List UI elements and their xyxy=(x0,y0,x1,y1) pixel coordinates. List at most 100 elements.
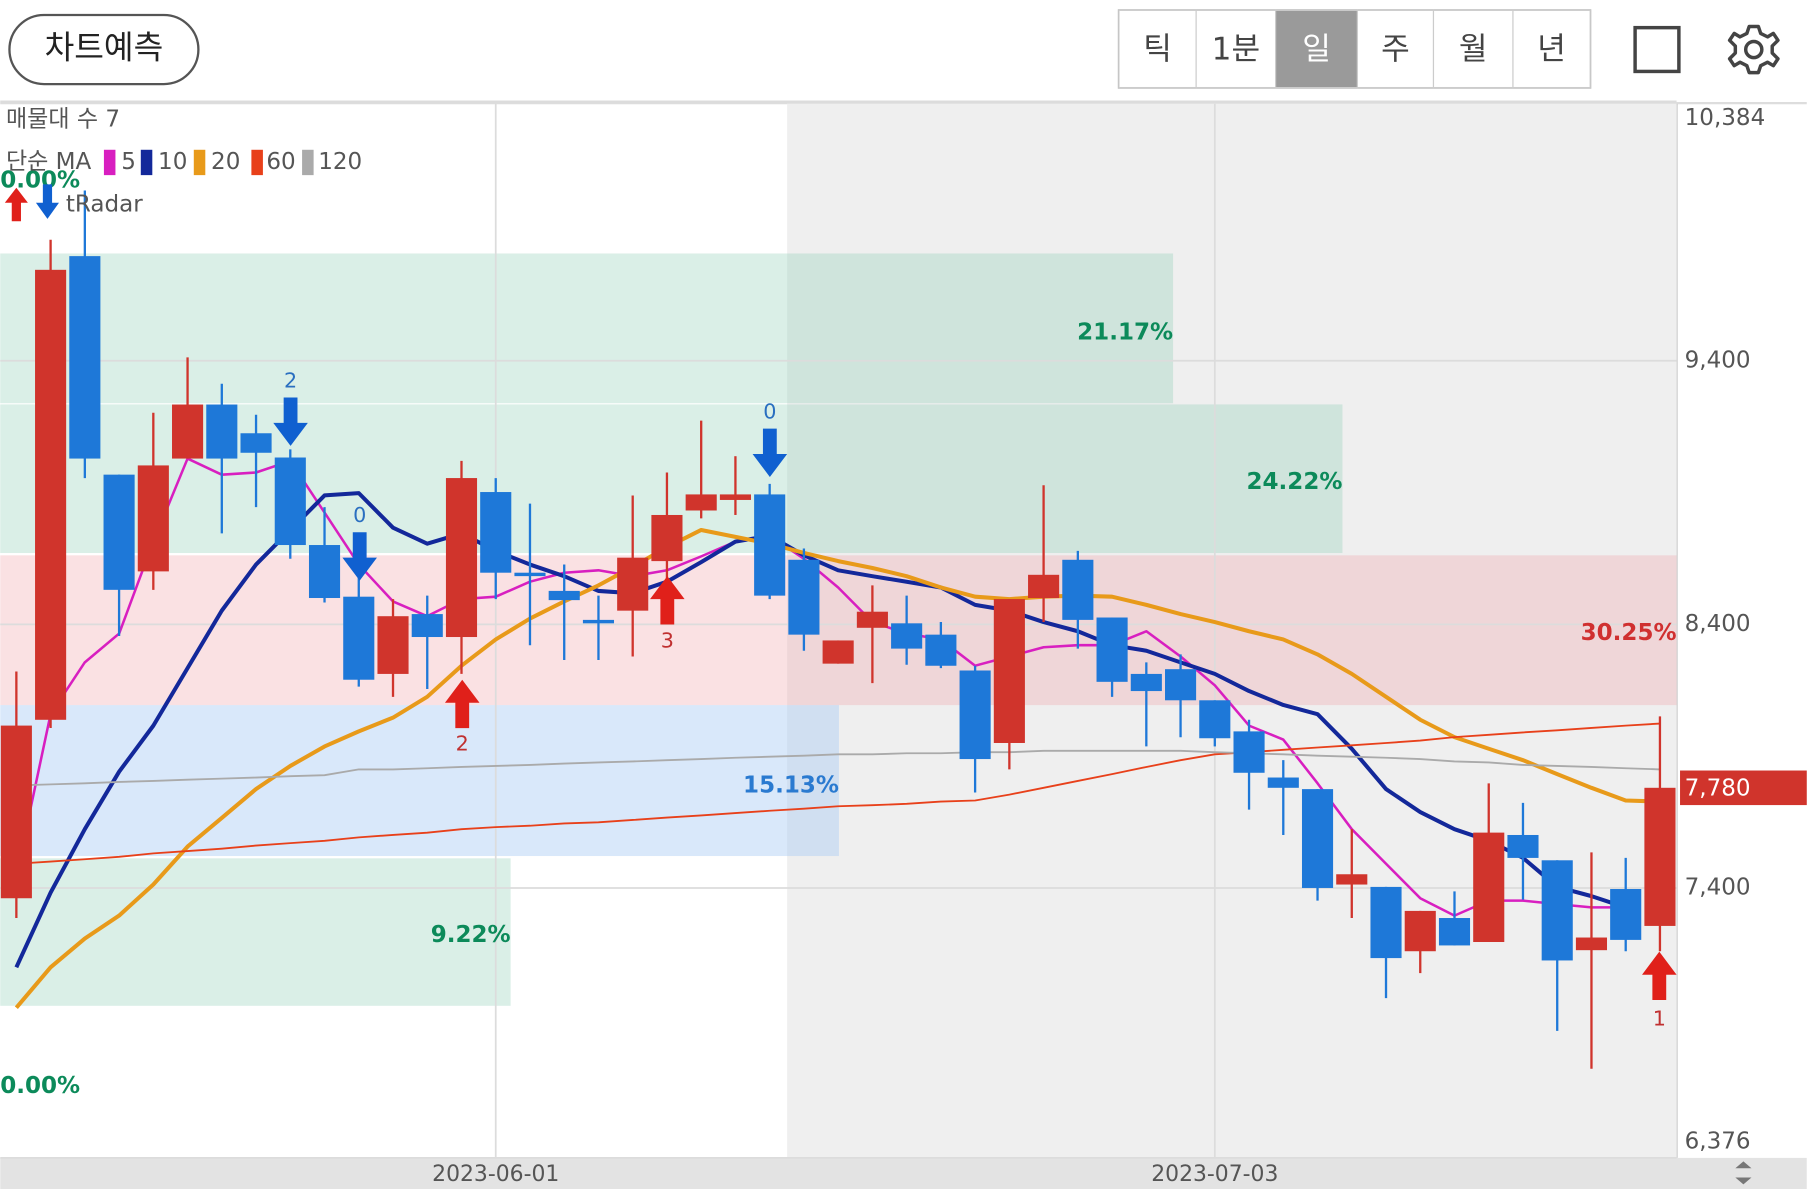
tabs: 틱 1분 일 주 월 년 xyxy=(1118,9,1591,89)
tab-label[interactable]: 년 xyxy=(1537,32,1566,68)
current-price-box xyxy=(1680,770,1807,806)
settings-icon[interactable] xyxy=(1727,24,1780,75)
overlay: 0.00% 21.17% 24.22% 30.25% 15.13% 9.22% 0.00% 1… xyxy=(0,105,1807,1187)
signal-arrow xyxy=(444,679,480,729)
candle-body xyxy=(1507,834,1539,858)
tab[interactable] xyxy=(1512,9,1591,89)
candle-body xyxy=(993,599,1025,743)
legend-swatch xyxy=(302,149,314,176)
candle-body xyxy=(1336,874,1368,885)
candle-body xyxy=(445,478,478,638)
candle-body xyxy=(240,433,272,453)
tab-label[interactable]: 주 xyxy=(1381,32,1410,68)
tab[interactable] xyxy=(1275,9,1359,89)
signal-label: 0 xyxy=(353,503,366,527)
legend-label: 60 xyxy=(266,149,295,175)
legend-up-arrow xyxy=(4,187,28,222)
ma-line xyxy=(16,722,1661,865)
candle-body xyxy=(514,572,546,577)
candle-body xyxy=(1096,617,1128,682)
current-price-label: 7,780 xyxy=(1685,775,1751,801)
zone-percent: 21.17% xyxy=(1077,319,1173,345)
legend-swatch xyxy=(251,149,263,176)
predict-button-label[interactable]: 차트예측 xyxy=(45,29,164,67)
candle-body xyxy=(1233,731,1265,773)
legend-title: 단순 MA xyxy=(6,149,92,175)
candle-body xyxy=(617,557,649,611)
zone-percent: 0.00% xyxy=(0,1073,80,1099)
candle-body xyxy=(788,559,820,635)
price-zone xyxy=(0,253,1174,404)
indicator-label: tRadar xyxy=(66,192,143,218)
legend-label: 20 xyxy=(211,149,240,175)
y-tick-label: 8,400 xyxy=(1685,611,1751,637)
candle-body xyxy=(411,614,443,638)
signal-arrow xyxy=(1642,951,1677,1001)
candle-body xyxy=(1473,832,1505,943)
zone-percent: 9.22% xyxy=(431,922,511,948)
candle-body xyxy=(1404,910,1436,952)
signal-label: 1 xyxy=(1653,1007,1666,1031)
y-tick-label: 9,400 xyxy=(1685,347,1751,373)
candle-body xyxy=(1644,787,1676,926)
zone-percent: 0.00% xyxy=(0,167,80,193)
tab[interactable] xyxy=(1118,9,1197,89)
candle-body xyxy=(548,590,580,601)
candle-body xyxy=(1575,937,1608,951)
legend-label: 120 xyxy=(318,149,362,175)
candle-body xyxy=(822,640,854,664)
candles xyxy=(0,190,1676,1069)
signal-arrow xyxy=(650,576,685,625)
tab[interactable] xyxy=(1195,9,1277,89)
candle-body xyxy=(1541,860,1573,961)
candle-body xyxy=(1199,700,1231,739)
tab-label[interactable]: 월 xyxy=(1459,32,1488,68)
candle-body xyxy=(1062,559,1094,620)
price-zone xyxy=(0,555,1677,706)
x-tick-label: 2023-07-03 xyxy=(1151,1162,1278,1187)
y-tick-label: 6,376 xyxy=(1685,1128,1751,1154)
tab-label[interactable]: 일 xyxy=(1302,32,1331,68)
candle-body xyxy=(925,634,957,666)
candle-body xyxy=(35,269,67,720)
tab-label[interactable]: 틱 xyxy=(1143,32,1172,68)
grid xyxy=(0,100,1677,1159)
candle-body xyxy=(891,623,923,649)
fullscreen-icon[interactable] xyxy=(1633,25,1681,74)
candle-body xyxy=(856,611,888,628)
candle-body xyxy=(206,404,238,459)
zone-percent: 15.13% xyxy=(743,772,839,798)
candle-body xyxy=(1130,673,1162,692)
candle-body xyxy=(103,474,135,590)
signal-arrow xyxy=(273,397,308,446)
candle-body xyxy=(651,514,683,562)
signal-label: 3 xyxy=(661,629,674,653)
candle-body xyxy=(1610,889,1642,940)
ma-line xyxy=(14,527,1661,1009)
zone-percent: 30.25% xyxy=(1581,620,1677,646)
volume-profile-label: 매물대 수 7 xyxy=(6,106,120,132)
tab[interactable] xyxy=(1356,9,1435,89)
tab-label[interactable]: 1분 xyxy=(1212,32,1260,68)
signal-arrow xyxy=(752,428,788,477)
x-axis-bar xyxy=(0,1157,1807,1189)
candle-body xyxy=(1301,789,1334,888)
candle-body xyxy=(172,404,204,459)
signal-label: 0 xyxy=(763,399,776,423)
tab[interactable] xyxy=(1432,9,1514,89)
candle-body xyxy=(754,494,786,596)
highlight-region xyxy=(787,103,1677,1158)
candle-body xyxy=(69,256,101,459)
candle-body xyxy=(377,616,409,674)
candle-body xyxy=(959,670,991,760)
predict-button[interactable] xyxy=(8,13,200,86)
candle-body xyxy=(719,494,751,500)
scroll-handle[interactable] xyxy=(1735,1161,1752,1185)
candle-body xyxy=(480,492,512,573)
signal-label: 2 xyxy=(456,731,469,755)
legend-swatch xyxy=(103,149,116,176)
candle-body xyxy=(308,545,341,599)
candle-body xyxy=(582,619,615,624)
candle-body xyxy=(685,494,717,511)
